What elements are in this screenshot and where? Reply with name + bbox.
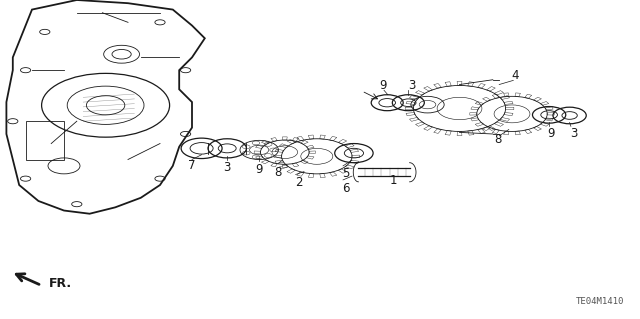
Text: 3: 3 [223, 161, 231, 174]
Text: 4: 4 [511, 69, 519, 82]
Text: 1: 1 [390, 174, 397, 187]
Text: 8: 8 [494, 133, 502, 146]
Text: 7: 7 [188, 160, 196, 172]
Text: 9: 9 [380, 79, 387, 92]
Text: 9: 9 [255, 163, 263, 176]
Text: 9: 9 [547, 127, 555, 140]
Text: 6: 6 [342, 182, 350, 195]
Text: 8: 8 [275, 167, 282, 179]
Text: 2: 2 [295, 176, 303, 189]
Text: 3: 3 [570, 127, 578, 140]
Text: TE04M1410: TE04M1410 [575, 297, 624, 306]
Text: FR.: FR. [49, 278, 72, 290]
Text: 3: 3 [408, 79, 415, 92]
Text: 5: 5 [342, 167, 350, 180]
